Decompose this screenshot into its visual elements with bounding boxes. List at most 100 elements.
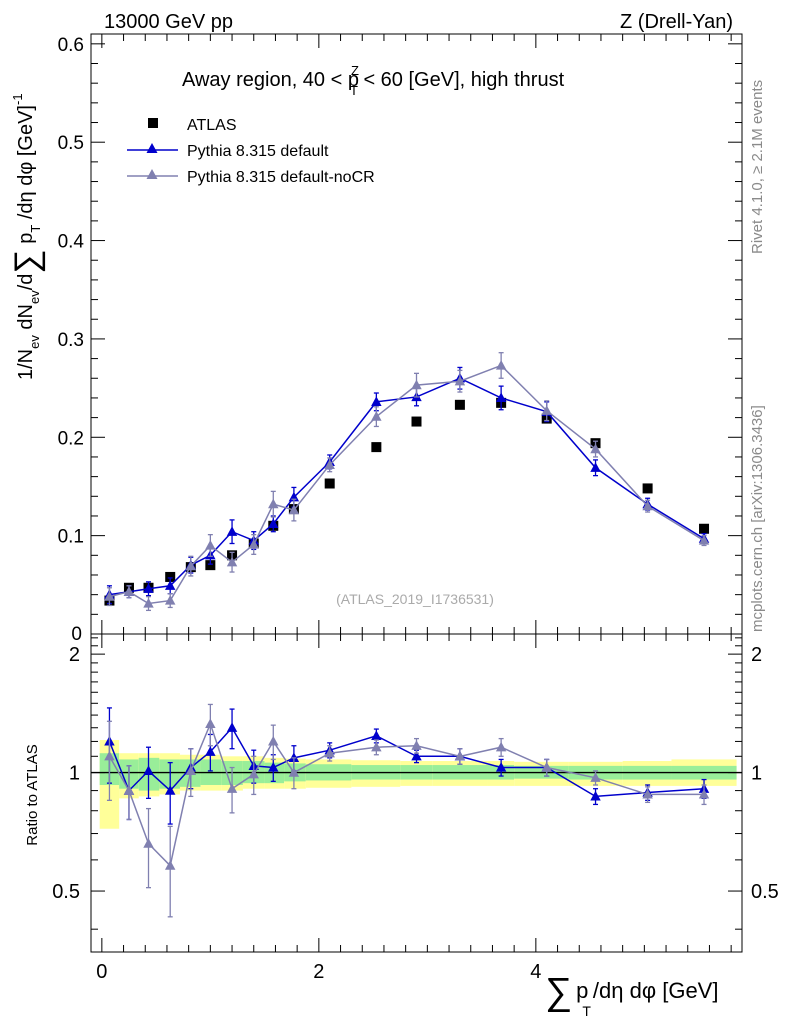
nocr-ratio-point (123, 785, 135, 795)
default-ratio-point (143, 765, 154, 776)
default-ratio-point (411, 750, 422, 761)
chart-title-sub: T (350, 83, 358, 98)
nocr-point (104, 591, 115, 601)
y-label-b: dN (15, 304, 37, 335)
ratio-plot-frame (90, 633, 743, 953)
x-tick-label: 4 (530, 961, 541, 983)
default-point (143, 583, 154, 593)
y-tick-label-zero: 0 (71, 624, 82, 645)
default-ratio-point (226, 722, 238, 732)
nocr-ratio-point (541, 762, 552, 772)
nocr-ratio-point (371, 741, 382, 752)
x-label-rest: /dη dφ [GeV] (593, 978, 719, 1003)
nocr-ratio-point (248, 768, 259, 779)
x-tick-label: 2 (313, 961, 324, 983)
nocr-point (268, 498, 279, 509)
chart-title-pre: Away region, 40 < p (182, 69, 359, 91)
nocr-point (288, 504, 300, 515)
data-marks (104, 352, 710, 918)
chart-title: Away region, 40 < pZ T < 60 [GeV], high t… (182, 63, 565, 98)
nocr-ratio-point (288, 767, 300, 777)
ratio-tick-label-left: 1 (69, 763, 80, 785)
nocr-point (698, 535, 710, 545)
atlas-point (324, 478, 335, 489)
nocr-point (143, 598, 154, 608)
y-label-d: p (15, 233, 37, 250)
default-point (590, 462, 601, 472)
header-process-label: Z (Drell-Yan) (620, 11, 733, 33)
nocr-ratio-point (268, 735, 279, 746)
default-point (288, 491, 300, 502)
ratio-y-axis-label: Ratio to ATLAS (24, 744, 41, 845)
nocr-point (185, 560, 197, 571)
ratio-tick-label-left: 2 (69, 644, 80, 666)
legend-label-nocr: Pythia 8.315 default-noCR (187, 169, 375, 186)
ratio-tick-label-right: 2 (751, 644, 762, 666)
default-point (164, 580, 176, 590)
nocr-ratio-point (495, 741, 507, 752)
nocr-ratio-point (642, 788, 653, 799)
nocr-point (226, 556, 238, 567)
nocr-point (495, 359, 507, 370)
atlas-point (454, 399, 465, 410)
chart-title-sup: Z (351, 63, 359, 78)
legend-label-default: Pythia 8.315 default (187, 143, 329, 160)
default-ratio-point (590, 790, 601, 801)
default-point (226, 526, 238, 536)
mcplots-label: mcplots.cern.ch [arXiv:1306.3436] (749, 405, 766, 632)
nocr-point (248, 538, 259, 549)
nocr-point (541, 405, 552, 415)
ratio-tick-label-right: 0.5 (751, 881, 779, 903)
ratio-tick-label-left: 0.5 (52, 881, 80, 903)
y-label-a: 1/N (15, 349, 37, 380)
y-label-e: /dη dφ [GeV] (15, 105, 37, 225)
default-point (268, 518, 279, 528)
default-ratio-point (288, 752, 300, 762)
default-ratio-point (268, 762, 279, 772)
legend-marker-atlas (148, 118, 158, 128)
nocr-point (371, 411, 382, 421)
x-label-sub: T (582, 1003, 591, 1019)
default-ratio-point (205, 746, 216, 756)
x-label-p: p (576, 978, 588, 1003)
nocr-ratio-point (698, 788, 710, 799)
default-ratio-point (164, 785, 176, 795)
legend-label-atlas: ATLAS (187, 117, 237, 134)
default-line (109, 377, 705, 596)
default-point (371, 396, 382, 406)
nocr-point (590, 443, 601, 454)
y-tick-label: 0.3 (58, 330, 84, 351)
nocr-ratio-point (226, 783, 238, 793)
nocr-ratio-point (164, 860, 176, 870)
y-tick-label: 0.1 (58, 527, 84, 548)
nocr-point (454, 375, 466, 386)
analysis-watermark: (ATLAS_2019_I1736531) (336, 591, 494, 607)
x-axis-label: ∑ p T/dη dφ [GeV] (545, 971, 718, 1019)
legend-marker-nocr (146, 169, 158, 179)
y-label-sum: ∑ (8, 249, 46, 273)
chart-title-post: < 60 [GeV], high thrust (358, 69, 565, 91)
atlas-point (699, 523, 710, 534)
y-tick-label: 0.2 (58, 428, 84, 449)
rivet-version-label: Rivet 4.1.0, ≥ 2.1M events (749, 80, 766, 254)
x-label-sum: ∑ (545, 971, 572, 1013)
nocr-point (324, 459, 335, 469)
y-tick-label: 0.5 (58, 133, 84, 154)
nocr-line (109, 364, 705, 605)
nocr-point (411, 379, 422, 390)
y-label-c: /d (15, 274, 37, 291)
nocr-ratio-point (205, 718, 216, 728)
nocr-ratio-point (143, 838, 154, 848)
legend: ATLAS Pythia 8.315 default Pythia 8.315 … (127, 117, 375, 186)
nocr-point (123, 586, 135, 596)
legend-marker-default (146, 143, 158, 153)
default-ratio-point (371, 730, 382, 740)
ratio-tick-label-right: 1 (751, 763, 762, 785)
atlas-point (411, 416, 422, 427)
nocr-point (642, 500, 653, 511)
x-tick-label: 0 (96, 961, 107, 983)
y-label-b-sub: ev (27, 290, 42, 304)
default-point (495, 392, 507, 403)
atlas-point (371, 442, 382, 453)
